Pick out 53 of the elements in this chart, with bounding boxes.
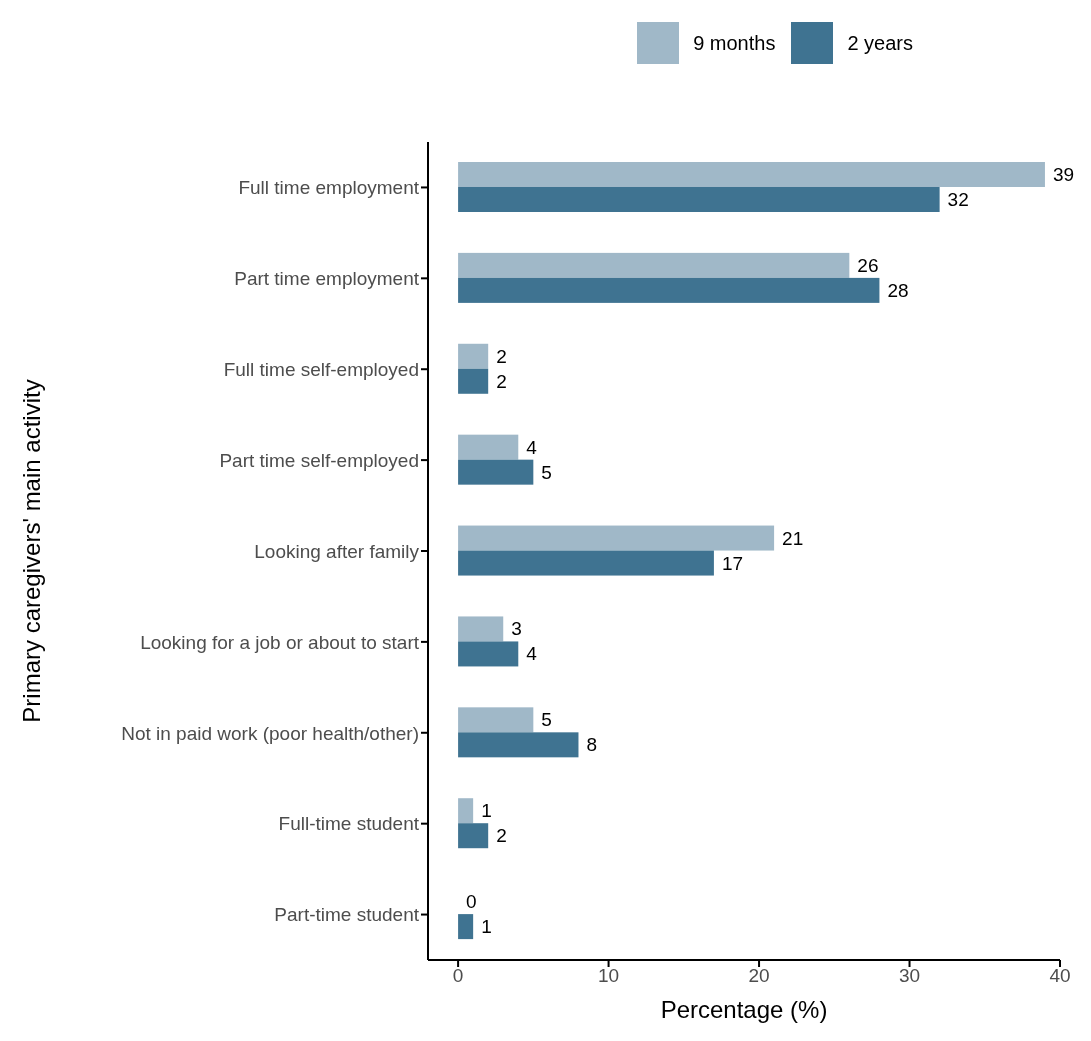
data-label: 28 [887, 279, 909, 301]
bar [458, 707, 534, 733]
bar [458, 525, 775, 551]
data-label: 32 [947, 189, 969, 210]
y-tick-label: Not in paid work (poor health/other) [121, 722, 419, 744]
data-label: 21 [782, 527, 804, 549]
y-tick-label: Full time employment [238, 177, 420, 199]
x-tick-label: 40 [1049, 965, 1071, 987]
bar [458, 798, 474, 824]
bar [458, 914, 474, 940]
data-label: 39 [1052, 164, 1075, 185]
data-label: 1 [481, 800, 492, 822]
data-label: 4 [526, 436, 538, 458]
bar [458, 823, 489, 849]
y-axis-title: Primary caregivers' main activity [18, 379, 45, 723]
bar [458, 641, 519, 667]
y-tick-label: Looking after family [254, 540, 420, 562]
data-label: 3 [511, 618, 522, 640]
data-label: 26 [857, 254, 879, 276]
data-label: 2 [496, 825, 507, 847]
legend-label: 2 years [847, 31, 913, 55]
data-label: 17 [721, 552, 744, 574]
data-label: 2 [496, 370, 507, 392]
bar [458, 459, 534, 485]
bar [458, 434, 519, 460]
data-label: 8 [586, 734, 598, 756]
x-tick-label: 20 [748, 965, 770, 987]
bar [458, 368, 489, 394]
data-label: 5 [541, 709, 552, 731]
data-label: 1 [481, 916, 492, 938]
bar [458, 343, 489, 369]
bar [458, 252, 850, 278]
data-label: 5 [541, 461, 552, 483]
bar [458, 732, 579, 758]
x-tick-label: 30 [898, 965, 921, 987]
data-label: 4 [526, 643, 538, 665]
data-label: 2 [496, 345, 507, 367]
y-tick-label: Full-time student [278, 813, 420, 835]
bar [458, 277, 880, 303]
bar [458, 550, 714, 576]
bar [458, 616, 504, 642]
x-tick-label: 0 [452, 965, 464, 987]
y-tick-label: Part-time student [274, 904, 420, 926]
y-tick-label: Part time employment [234, 268, 420, 290]
legend-label: 9 months [693, 31, 776, 55]
bar [458, 187, 940, 212]
bar [458, 162, 1045, 187]
x-tick-label: 10 [598, 965, 620, 987]
y-tick-label: Looking for a job or about to start [140, 631, 420, 653]
y-tick-label: Full time self-employed [223, 358, 419, 380]
data-label: 0 [466, 891, 477, 913]
y-tick-label: Part time self-employed [219, 449, 419, 471]
x-axis-title: Percentage (%) [660, 996, 828, 1023]
